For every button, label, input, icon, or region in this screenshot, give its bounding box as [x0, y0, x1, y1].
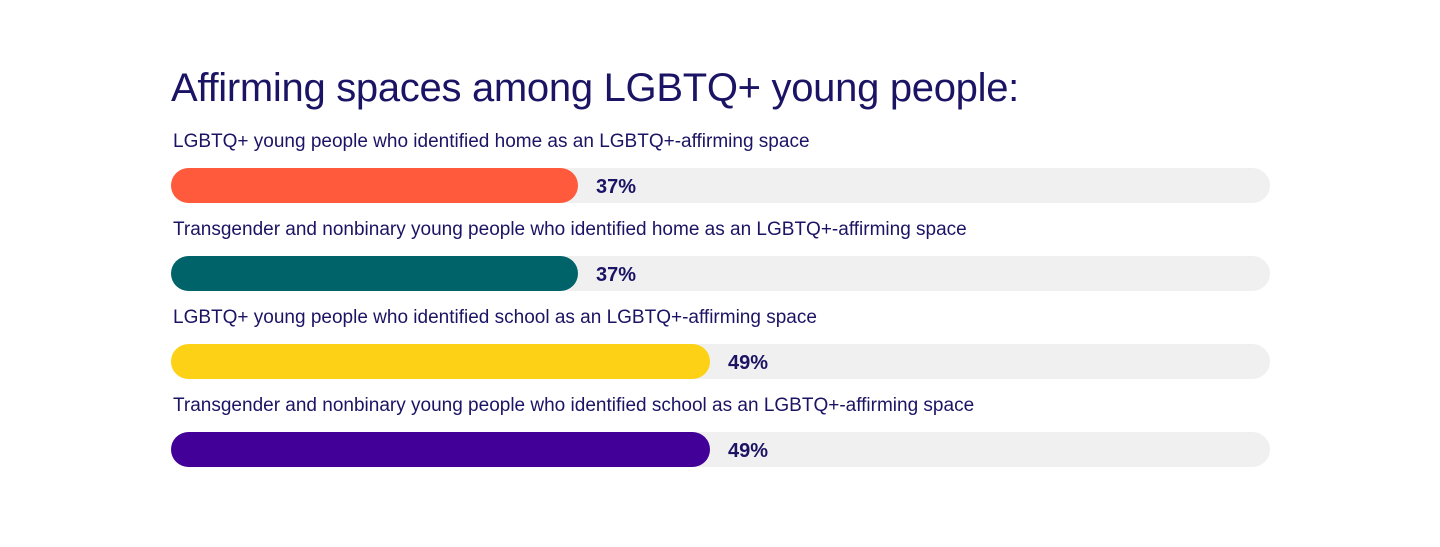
bar-fill [171, 168, 578, 203]
bar-track [171, 432, 1270, 467]
bar-row-lgbtq-home: LGBTQ+ young people who identified home … [171, 130, 1271, 218]
bar-rows: LGBTQ+ young people who identified home … [171, 130, 1271, 482]
category-label: LGBTQ+ young people who identified schoo… [173, 307, 817, 328]
bar-row-trans-nonbinary-school: Transgender and nonbinary young people w… [171, 394, 1271, 482]
bar-row-trans-nonbinary-home: Transgender and nonbinary young people w… [171, 218, 1271, 306]
chart: Affirming spaces among LGBTQ+ young peop… [171, 62, 1271, 482]
bar-track [171, 344, 1270, 379]
chart-title: Affirming spaces among LGBTQ+ young peop… [171, 66, 1019, 110]
value-label: 37% [596, 176, 637, 198]
bar-track [171, 168, 1270, 203]
value-label: 37% [596, 264, 637, 286]
value-label: 49% [728, 352, 769, 374]
category-label: Transgender and nonbinary young people w… [173, 395, 975, 416]
bar-row-lgbtq-school: LGBTQ+ young people who identified schoo… [171, 306, 1271, 394]
bar-track [171, 256, 1270, 291]
category-label: Transgender and nonbinary young people w… [173, 219, 967, 240]
category-label: LGBTQ+ young people who identified home … [173, 131, 810, 152]
bar-fill [171, 432, 710, 467]
bar-fill [171, 344, 710, 379]
value-label: 49% [728, 440, 769, 462]
bar-fill [171, 256, 578, 291]
